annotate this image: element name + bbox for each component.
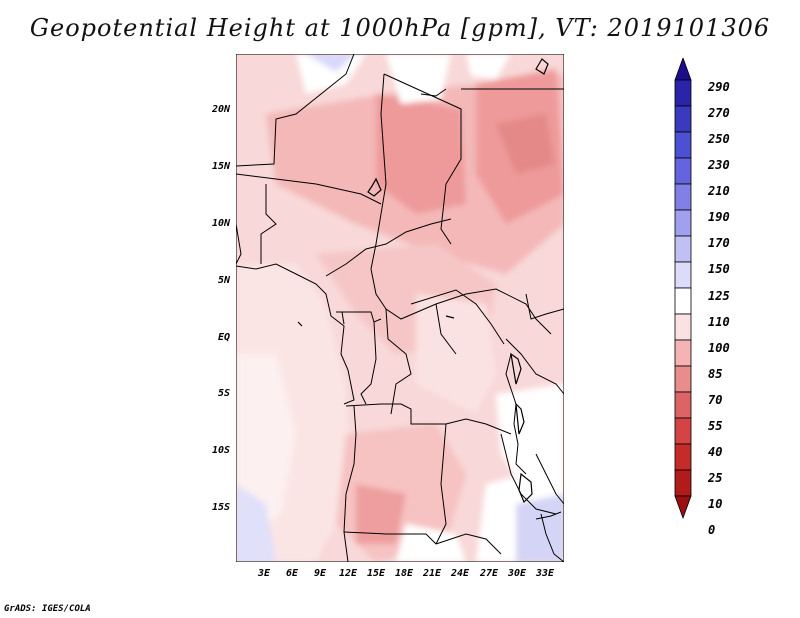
colorbar-arrow-top [674,58,692,81]
lon-label: 15E [366,568,386,579]
chart-title: Geopotential Height at 1000hPa [gpm], VT… [29,14,771,42]
lon-label: 12E [338,568,358,579]
colorbar-segment [674,313,692,341]
lon-label: 21E [422,568,442,579]
credit-text: GrADS: IGES/COLA [4,604,91,614]
lon-label: 30E [507,568,527,579]
colorbar-segment [674,235,692,263]
lat-label: 10N [211,218,230,229]
colorbar-segment [674,261,692,289]
colorbar-segment [674,209,692,237]
colorbar-label: 250 [708,132,730,146]
lon-label: 6E [285,568,299,579]
lon-label: 9E [313,568,327,579]
country-borders [236,54,564,562]
lakes [297,58,549,504]
colorbar-label: 70 [708,393,723,407]
colorbar-label: 270 [708,106,730,120]
colorbar-arrow-bottom [674,495,692,520]
colorbar-label: 55 [708,419,723,433]
colorbar-segment [674,469,692,497]
colorbar-segment [674,157,692,185]
colorbar-label: 125 [708,289,730,303]
colorbar-label: 40 [708,445,723,459]
lon-label: 27E [479,568,499,579]
lat-label: 20N [211,104,230,115]
colorbar-label: 170 [708,236,730,250]
colorbar-label: 110 [708,315,730,329]
colorbar-segment [674,365,692,393]
lat-label: 15N [211,161,230,172]
lon-label: 33E [535,568,555,579]
colorbar-label: 100 [708,341,730,355]
colorbar-segment [674,339,692,367]
lat-label: 5N [217,275,230,286]
colorbar-segment [674,391,692,419]
colorbar-label: 85 [708,367,723,381]
lat-label: 5S [217,388,230,399]
colorbar-segment [674,79,692,107]
lon-label: 3E [257,568,271,579]
colorbar-label: 25 [708,471,723,485]
lat-label: EQ [217,332,230,343]
colorbar-segment [674,105,692,133]
colorbar-label: 230 [708,158,730,172]
colorbar-segment [674,287,692,315]
colorbar-label: 210 [708,184,730,198]
colorbar-label: 0 [708,523,716,537]
colorbar-label: 290 [708,80,730,94]
geopotential-map [236,54,564,562]
lat-label: 10S [211,445,230,456]
lon-label: 24E [450,568,470,579]
lat-label: 15S [211,502,230,513]
colorbar-label: 150 [708,262,730,276]
colorbar-label: 10 [708,497,723,511]
colorbar-segment [674,183,692,211]
colorbar-label: 190 [708,210,730,224]
colorbar-segment [674,131,692,159]
colorbar-segment [674,443,692,471]
colorbar [674,58,692,520]
colorbar-segment [674,417,692,445]
lon-label: 18E [394,568,414,579]
shaded-field [236,54,564,562]
